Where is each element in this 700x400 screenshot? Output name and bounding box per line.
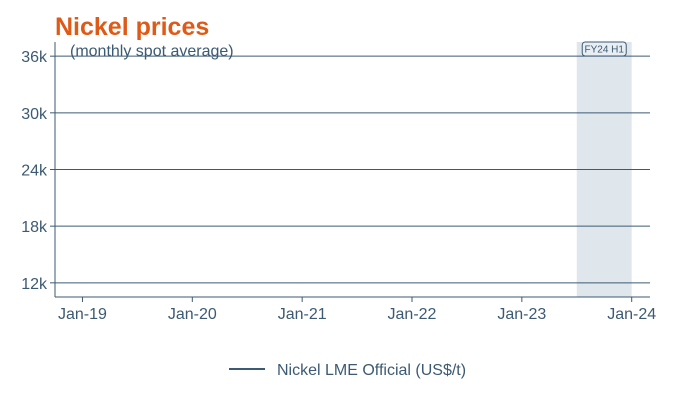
x-tick-label: Jan-20	[168, 306, 217, 323]
axes	[50, 42, 650, 302]
legend: Nickel LME Official (US$/t)	[229, 362, 466, 379]
chart-title: Nickel prices	[55, 13, 209, 41]
x-tick-label: Jan-22	[388, 306, 437, 323]
y-tick-label: 30k	[21, 106, 48, 123]
y-tick-label: 24k	[21, 163, 48, 180]
tick-labels: 12k 18k 24k 30k 36k Jan-19 Jan-20 Jan-21 Jan-22 J…	[21, 49, 656, 323]
x-tick-label: Jan-24	[607, 306, 656, 323]
x-tick-label: Jan-21	[278, 306, 327, 323]
y-tick-label: 12k	[21, 276, 48, 293]
y-tick-label: 18k	[21, 219, 48, 236]
legend-label: Nickel LME Official (US$/t)	[277, 362, 466, 379]
y-tick-label: 36k	[21, 49, 48, 66]
x-tick-label: Jan-19	[58, 306, 107, 323]
chart-subtitle: (monthly spot average)	[70, 43, 234, 60]
gridlines	[55, 55, 650, 284]
x-tick-label: Jan-23	[497, 306, 546, 323]
shaded-period-label: FY24 H1	[584, 45, 624, 56]
